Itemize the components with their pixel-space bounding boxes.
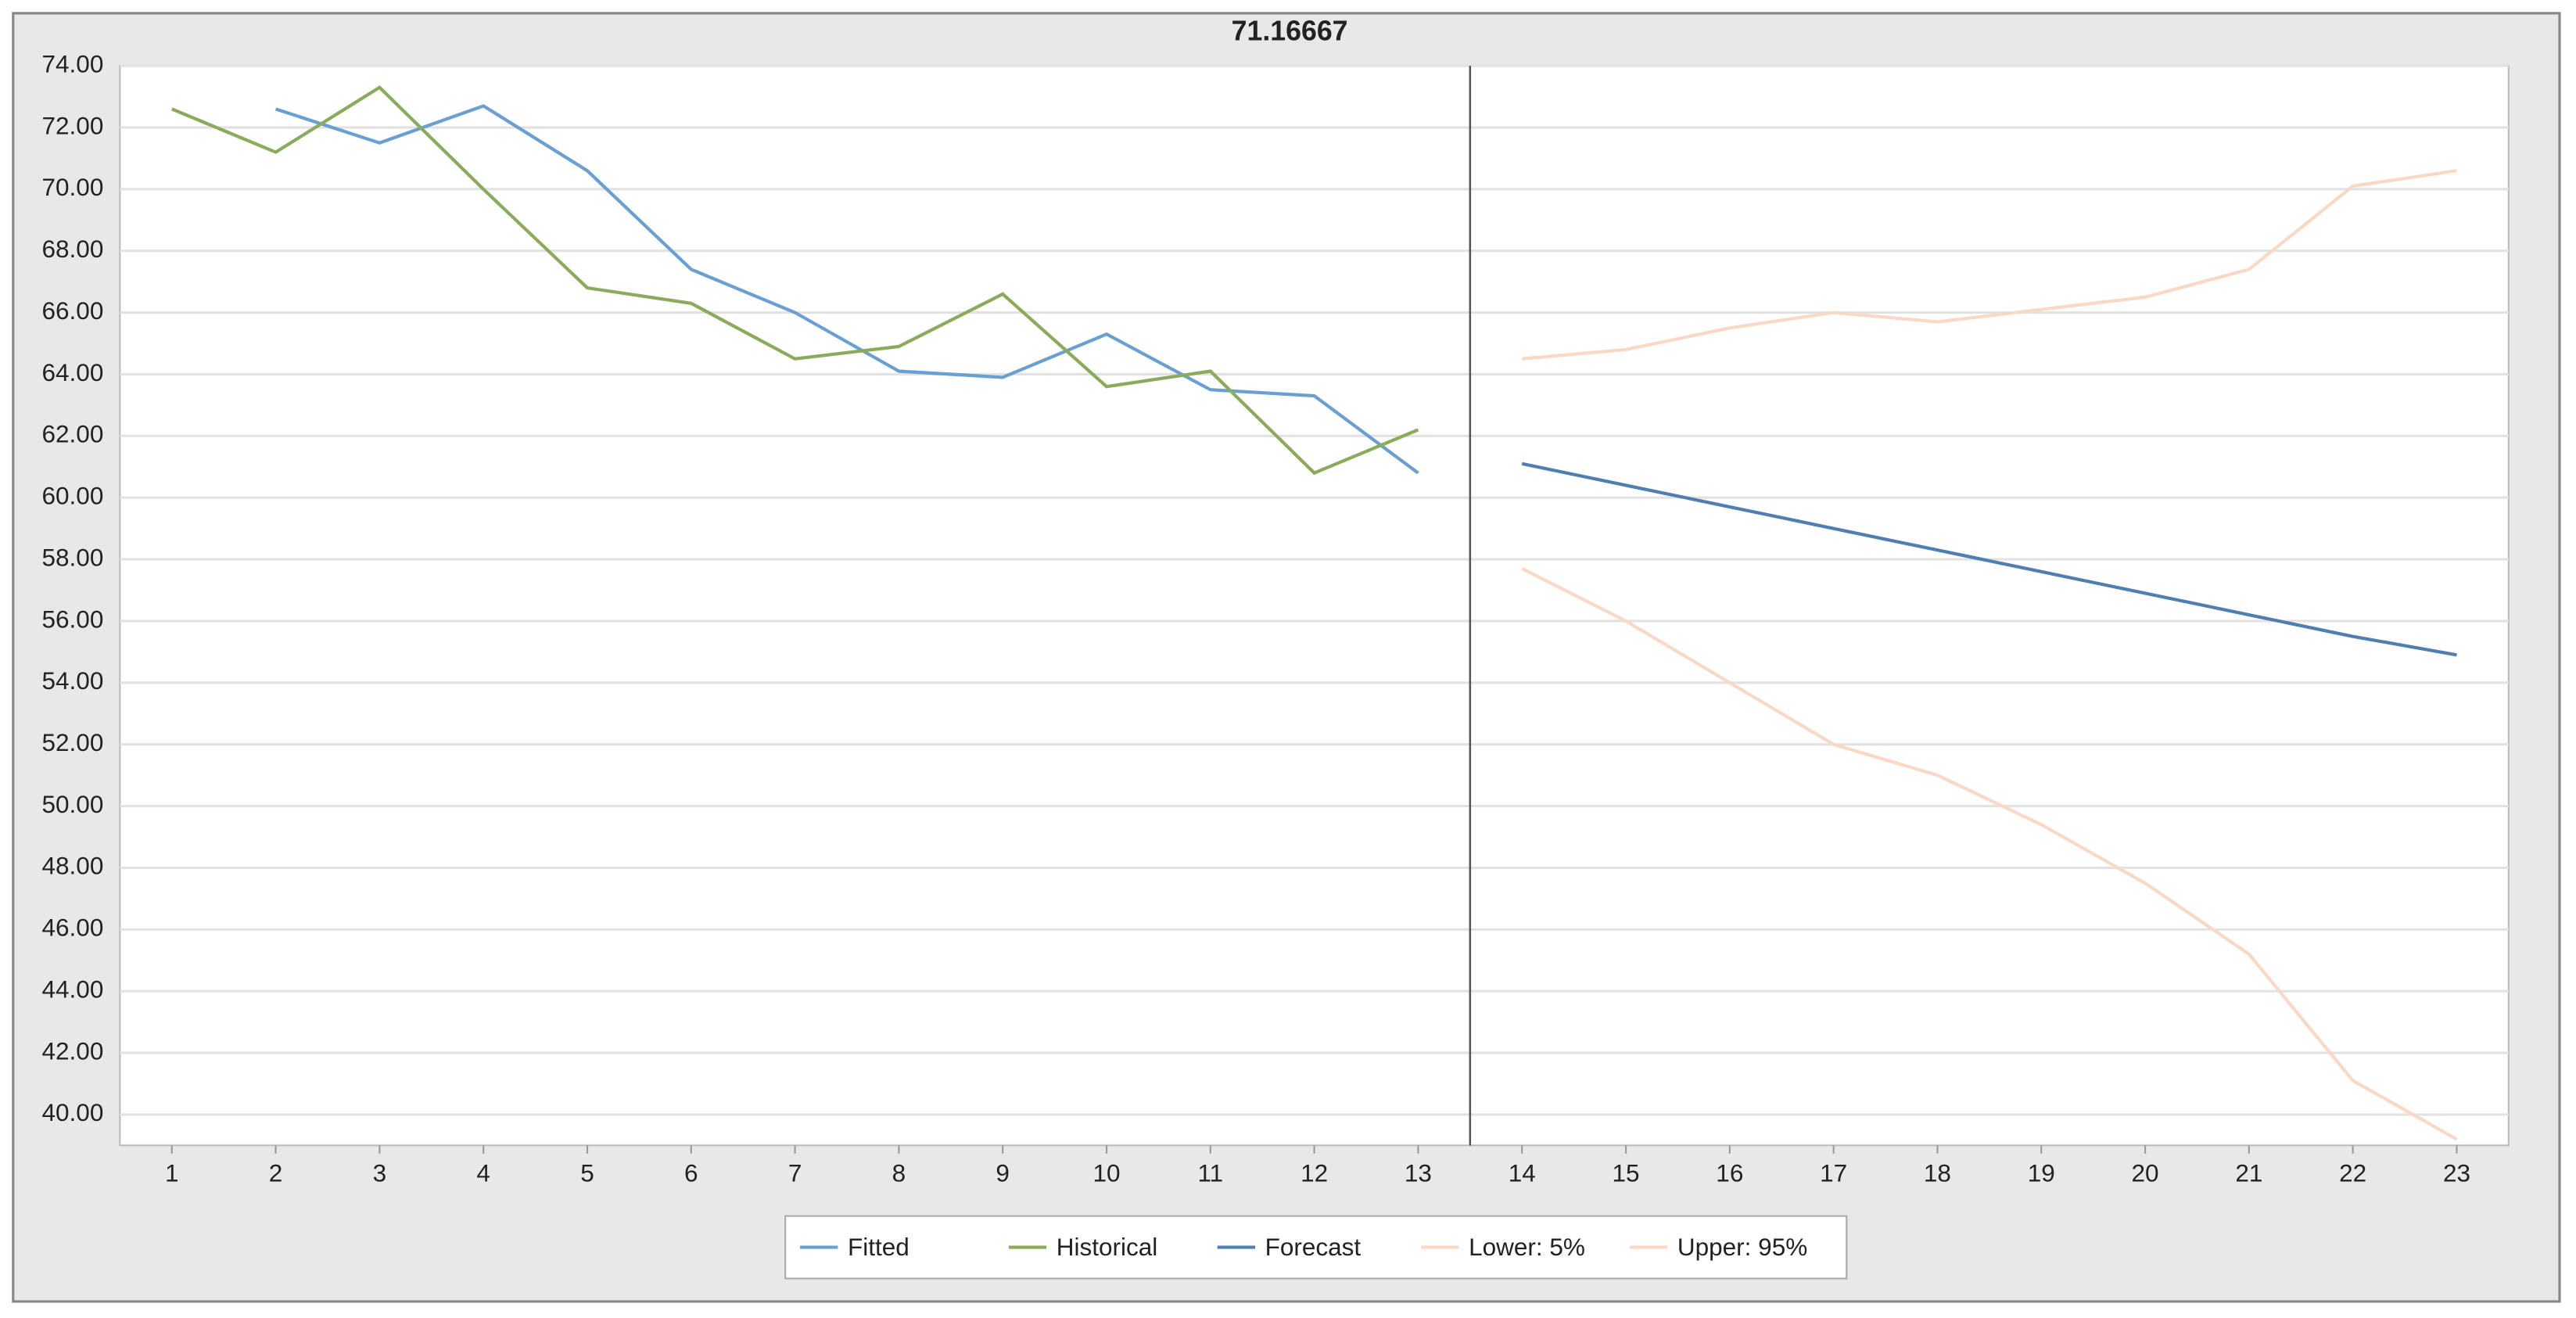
legend-label: Forecast — [1265, 1233, 1362, 1261]
x-tick-label: 8 — [892, 1158, 906, 1187]
x-tick-label: 3 — [373, 1158, 387, 1187]
y-tick-label: 70.00 — [42, 173, 104, 201]
legend-label: Historical — [1057, 1233, 1158, 1261]
y-tick-label: 64.00 — [42, 358, 104, 386]
series-line — [274, 104, 1419, 475]
legend-label: Upper: 95% — [1677, 1233, 1807, 1261]
x-tick-label: 10 — [1092, 1158, 1120, 1187]
x-tick-label: 9 — [996, 1158, 1010, 1187]
x-tick-label: 14 — [1509, 1158, 1536, 1187]
y-tick-label: 50.00 — [42, 790, 104, 818]
x-tick-label: 16 — [1716, 1158, 1743, 1187]
y-tick-label: 68.00 — [42, 235, 104, 263]
y-tick-label: 74.00 — [42, 49, 104, 77]
plot-area — [119, 65, 2510, 1147]
x-tick-label: 11 — [1197, 1158, 1223, 1187]
x-tick-label: 1 — [165, 1158, 179, 1187]
y-tick-label: 42.00 — [42, 1036, 104, 1065]
series-line — [1521, 461, 2457, 657]
y-tick-label: 58.00 — [42, 543, 104, 571]
legend-box — [784, 1215, 1848, 1280]
x-tick-label: 20 — [2132, 1158, 2159, 1187]
x-tick-label: 12 — [1301, 1158, 1328, 1187]
x-tick-label: 19 — [2028, 1158, 2055, 1187]
y-tick-label: 52.00 — [42, 728, 104, 756]
chart-title: 71.16667 — [1232, 16, 1348, 47]
y-tick-label: 54.00 — [42, 666, 104, 695]
x-tick-label: 21 — [2235, 1158, 2262, 1187]
x-tick-label: 17 — [1820, 1158, 1847, 1187]
y-tick-label: 72.00 — [42, 111, 104, 139]
y-tick-label: 40.00 — [42, 1098, 104, 1126]
series-line — [1521, 567, 2458, 1141]
y-tick-label: 46.00 — [42, 914, 104, 942]
series-line — [1522, 169, 2457, 361]
y-tick-label: 62.00 — [42, 420, 104, 448]
x-tick-label: 4 — [476, 1158, 490, 1187]
series-line — [170, 85, 1419, 476]
x-tick-label: 22 — [2339, 1158, 2366, 1187]
y-tick-label: 48.00 — [42, 852, 104, 880]
y-tick-label: 44.00 — [42, 975, 104, 1003]
x-tick-label: 5 — [580, 1158, 594, 1187]
legend-label: Lower: 5% — [1469, 1233, 1585, 1261]
x-tick-label: 23 — [2443, 1158, 2470, 1187]
x-tick-label: 13 — [1405, 1158, 1432, 1187]
y-tick-label: 60.00 — [42, 482, 104, 510]
legend-label: Fitted — [848, 1233, 909, 1261]
x-tick-label: 18 — [1924, 1158, 1951, 1187]
y-tick-label: 66.00 — [42, 296, 104, 325]
y-tick-label: 56.00 — [42, 605, 104, 633]
x-tick-label: 6 — [684, 1158, 698, 1187]
x-tick-label: 2 — [269, 1158, 283, 1187]
x-tick-label: 7 — [788, 1158, 802, 1187]
x-tick-label: 15 — [1613, 1158, 1640, 1187]
